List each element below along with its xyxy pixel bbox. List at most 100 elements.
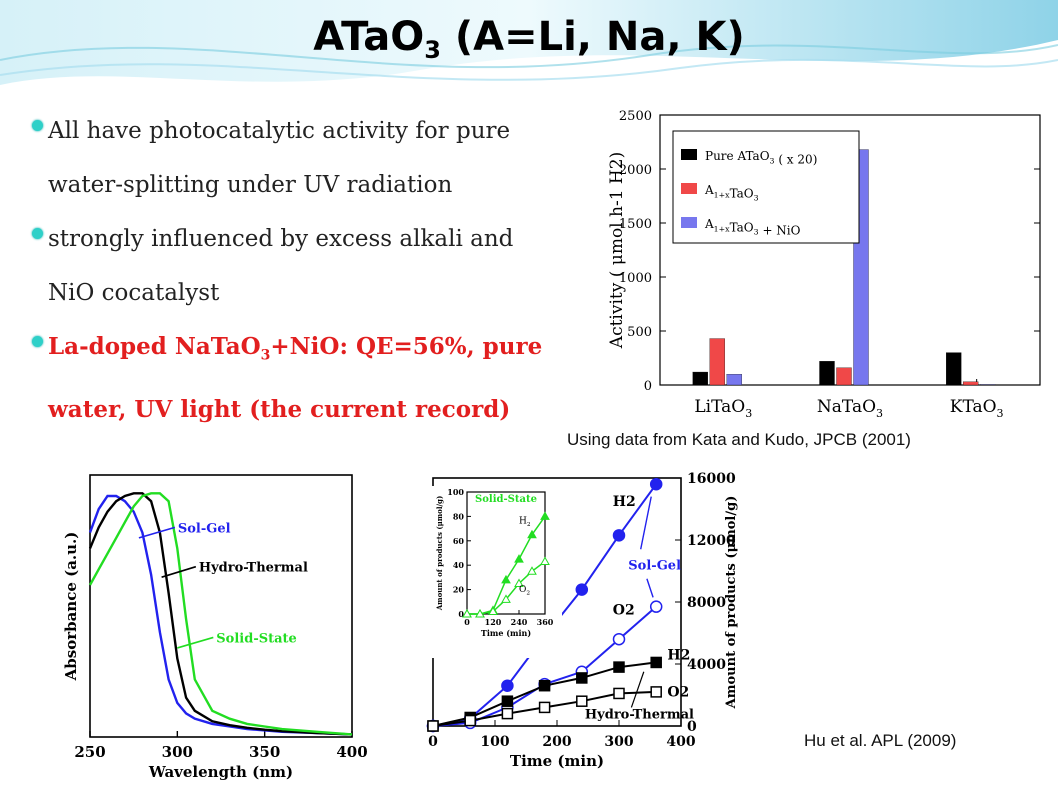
bullet-text: water, UV light (the current record)	[48, 395, 511, 423]
annotation-label: O2	[667, 685, 689, 701]
y-tick-label: 12000	[687, 533, 736, 549]
inset-y-tick-label: 100	[447, 487, 464, 497]
annotation-arrow	[138, 526, 176, 539]
x-tick-label: 250	[74, 743, 105, 761]
bar	[819, 361, 835, 386]
bullet-dot-icon	[32, 120, 43, 131]
inset-data-point	[514, 554, 524, 563]
y-tick-label: 2500	[619, 109, 652, 124]
data-point	[427, 720, 439, 732]
bullet-dot-icon	[32, 336, 43, 347]
bar	[726, 374, 742, 386]
data-point	[575, 583, 589, 596]
x-axis-label: Time (min)	[510, 752, 604, 770]
inset-data-point	[527, 529, 537, 539]
bullet-text: La-doped NaTaO3+NiO: QE=56%, pure	[48, 333, 543, 364]
bullet-text: NiO cocatalyst	[48, 280, 220, 306]
inset-series-label: H2	[519, 517, 531, 529]
y-tick-label: 1000	[619, 271, 652, 286]
annotation-arrow	[161, 565, 197, 578]
bullet-dot-icon	[32, 228, 43, 239]
inset-y-tick-label: 20	[453, 585, 465, 595]
y-tick-label: 0	[687, 719, 697, 735]
data-point	[501, 707, 514, 720]
data-point	[576, 672, 588, 684]
inset-y-tick-label: 60	[453, 536, 465, 546]
inset-data-point	[488, 606, 498, 616]
inset-x-axis-label: Time (min)	[481, 628, 531, 638]
bar	[963, 381, 979, 386]
bar	[709, 338, 725, 386]
annotation-arrow	[630, 671, 645, 708]
data-point	[538, 679, 551, 692]
title-wave-background	[0, 0, 1058, 85]
y-tick-label: 500	[627, 325, 652, 340]
data-point	[538, 701, 551, 714]
bullet-item: All have photocatalytic activity for pur…	[32, 104, 580, 212]
data-point	[650, 656, 662, 669]
annotation-label: Sol-Gel	[178, 521, 231, 536]
bullet-text: All have photocatalytic activity for pur…	[48, 118, 511, 144]
x-tick-label: 400	[336, 743, 367, 761]
annotation-label: Hydro-Thermal	[585, 707, 694, 722]
y-tick-label: 8000	[687, 595, 726, 611]
inset-data-point	[501, 574, 511, 584]
annotation-arrow	[177, 636, 214, 649]
x-tick-label: NaTaO3	[817, 397, 883, 420]
y-axis-label: Amount of products (μmol/g)	[724, 496, 739, 710]
bar	[836, 367, 852, 386]
bullet-list: All have photocatalytic activity for pur…	[32, 104, 580, 437]
annotation-label: H2	[613, 494, 636, 510]
bullet-text: water-splitting under UV radiation	[48, 172, 453, 198]
y-axis-label: Activity ( μmol h-1 H2)	[607, 152, 627, 349]
bullet-item-highlight: La-doped NaTaO3+NiO: QE=56%, pure water,…	[32, 320, 580, 437]
annotation-label: Solid-State	[216, 631, 297, 646]
x-tick-label: 300	[162, 743, 193, 761]
data-point	[650, 686, 662, 698]
x-tick-label: KTaO3	[950, 397, 1004, 420]
data-point	[501, 679, 514, 692]
data-point	[501, 695, 514, 707]
caption-source-kato-kudo: Using data from Kata and Kudo, JPCB (200…	[567, 430, 911, 449]
data-point	[613, 661, 625, 673]
bar	[946, 352, 962, 386]
data-point	[576, 695, 588, 707]
inset-background	[427, 486, 562, 658]
legend-label: Pure ATaO3 ( x 20)	[705, 149, 817, 166]
y-tick-label: 16000	[687, 471, 736, 487]
data-point	[612, 529, 626, 542]
data-point	[649, 600, 663, 613]
inset-x-tick-label: 120	[485, 617, 502, 627]
y-tick-label: 4000	[687, 657, 726, 673]
y-tick-label: 1500	[619, 217, 652, 232]
bar	[692, 371, 708, 386]
legend-label: A1+xTaO3	[704, 183, 759, 203]
annotation-arrow	[646, 578, 654, 598]
x-tick-label: LiTaO3	[694, 397, 752, 420]
legend-box	[672, 130, 860, 244]
inset-data-point	[540, 511, 550, 520]
y-tick-label: 0	[644, 379, 652, 394]
x-tick-label: 100	[480, 734, 509, 750]
absorbance-line-chart: 250 300 350 400 Wavelength (nm) Absorbance (a…	[62, 474, 368, 781]
inset-y-tick-label: 0	[458, 609, 464, 619]
legend-label: A1+xTaO3 + NiO	[704, 217, 801, 238]
spectrum-line	[88, 492, 353, 736]
legend-swatch	[681, 183, 697, 194]
legend-swatch	[681, 217, 697, 228]
y-axis-label: Absorbance (a.u.)	[62, 532, 80, 682]
x-tick-label: 0	[428, 734, 438, 750]
inset-data-point	[514, 578, 524, 587]
caption-source-hu: Hu et al. APL (2009)	[804, 731, 957, 750]
inset-y-axis-label: Amount of products (μmol/g)	[435, 496, 444, 612]
x-tick-label: 350	[249, 743, 280, 761]
legend-swatch	[681, 149, 697, 160]
inset-y-tick-label: 40	[453, 560, 465, 570]
inset-series-label: O2	[519, 585, 530, 597]
x-tick-label: 200	[542, 734, 571, 750]
annotation-arrow	[640, 496, 652, 550]
data-point	[612, 632, 626, 646]
x-axis-label: Wavelength (nm)	[148, 763, 293, 781]
annotation-label: Hydro-Thermal	[199, 561, 308, 576]
annotation-label: O2	[613, 602, 635, 618]
